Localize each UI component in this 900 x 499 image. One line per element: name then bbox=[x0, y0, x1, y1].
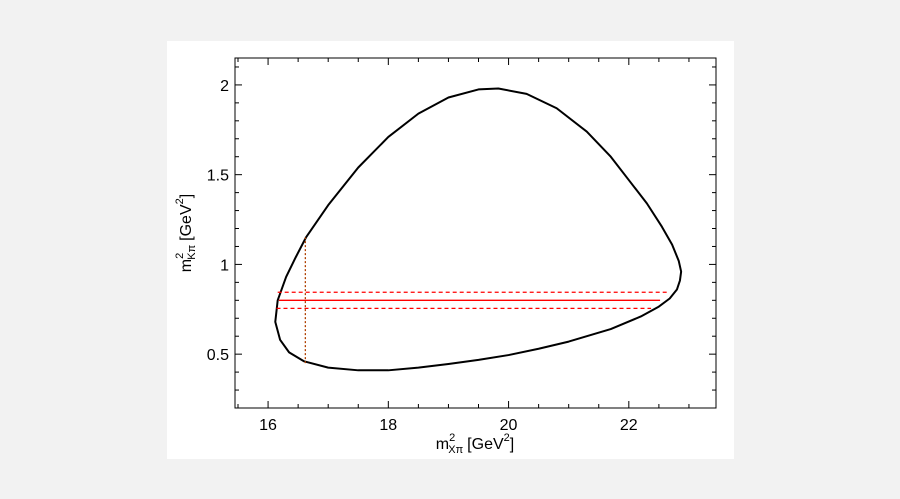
x-tick-label: 20 bbox=[500, 417, 518, 434]
y-tick-label: 1.5 bbox=[207, 168, 229, 185]
axis-ticks bbox=[235, 58, 716, 408]
y-axis-label: m2Kπ[GeV2] bbox=[174, 194, 198, 272]
x-tick-label: 16 bbox=[259, 417, 277, 434]
tick-labels: 16 18 20 22 0.5 1 1.5 2 bbox=[207, 78, 638, 434]
chart-svg: 16 18 20 22 0.5 1 1.5 2 m2 Xπ [GeV2] m2Kπ[GeV2] bbox=[174, 57, 717, 456]
plot-area bbox=[234, 57, 717, 409]
y-tick-label: 2 bbox=[220, 78, 229, 95]
y-tick-label: 1 bbox=[220, 257, 229, 274]
kinematic-boundary-curve bbox=[274, 87, 683, 372]
figure-panel: 16 18 20 22 0.5 1 1.5 2 m2 Xπ [GeV2] m2Kπ[GeV2] bbox=[167, 41, 734, 459]
x-tick-label: 18 bbox=[379, 417, 397, 434]
series-group bbox=[274, 87, 683, 372]
y-tick-label: 0.5 bbox=[207, 347, 229, 364]
x-axis-label: m2 Xπ [GeV2] bbox=[436, 432, 514, 456]
x-tick-label: 22 bbox=[620, 417, 638, 434]
